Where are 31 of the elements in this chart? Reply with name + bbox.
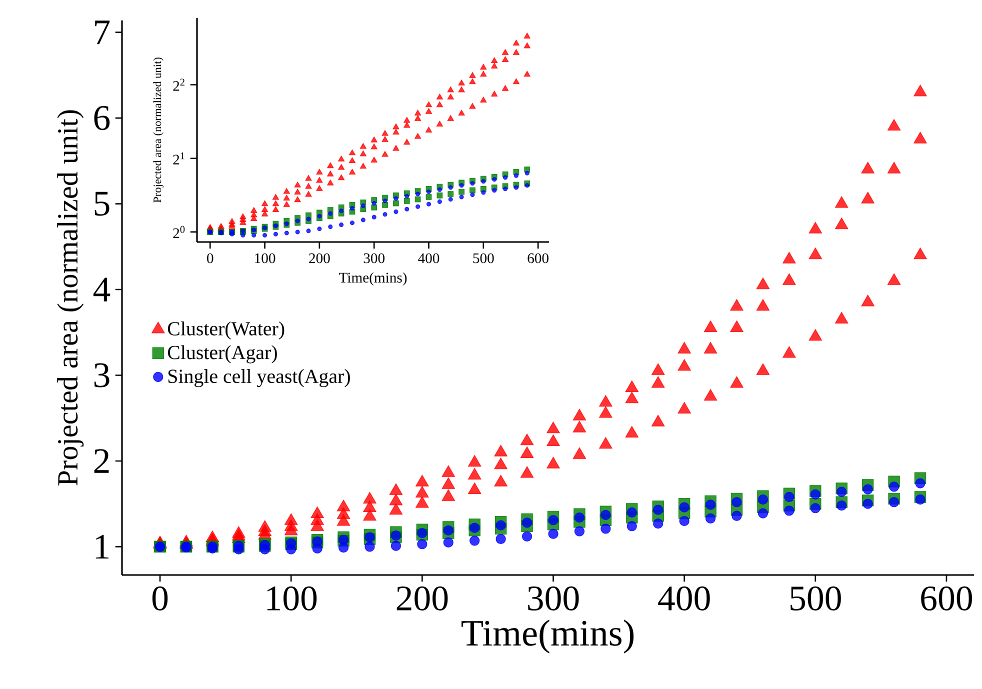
x-tick-label: 300 <box>528 586 579 611</box>
x-tick-label: 500 <box>790 586 841 611</box>
y-tick-label: 4 <box>93 278 110 302</box>
y-tick-label: 5 <box>94 192 110 216</box>
x-tick-label: 600 <box>528 253 548 264</box>
x-tick-label: 200 <box>396 586 448 611</box>
y-tick-label: 2$^{0}$ <box>173 226 185 238</box>
y-tick-label: 3 <box>94 363 110 388</box>
x-tick-label: 0 <box>207 253 214 264</box>
y-tick-label: 2$^{1}$ <box>173 152 184 164</box>
y-tick-label: 2$^{2}$ <box>173 78 184 91</box>
y-axis-title: Projected area (normalized unit) <box>57 110 84 486</box>
x-axis-title: Time(mins) <box>339 272 407 286</box>
x-tick-label: 600 <box>921 586 972 611</box>
legend-label: Cluster(Agar) <box>168 345 277 364</box>
y-axis-title: Projected area (normalized unit) <box>153 58 164 203</box>
x-tick-label: 300 <box>364 253 384 264</box>
x-axis-title: Time(mins) <box>462 620 634 654</box>
legend-label: Single cell yeast(Agar) <box>168 369 350 388</box>
x-tick-label: 100 <box>267 586 317 611</box>
x-tick-label: 400 <box>658 586 710 611</box>
y-tick-label: 6 <box>94 106 110 130</box>
y-tick-label: 2 <box>94 449 109 473</box>
x-tick-label: 100 <box>255 253 276 264</box>
y-tick-label: 1 <box>96 534 109 559</box>
y-tick-label: 7 <box>95 20 110 44</box>
x-tick-label: 500 <box>473 253 494 264</box>
legend-label: Cluster(Water) <box>168 321 284 340</box>
x-tick-label: 200 <box>309 253 330 264</box>
x-tick-label: 400 <box>418 253 440 264</box>
x-tick-label: 0 <box>152 586 168 611</box>
